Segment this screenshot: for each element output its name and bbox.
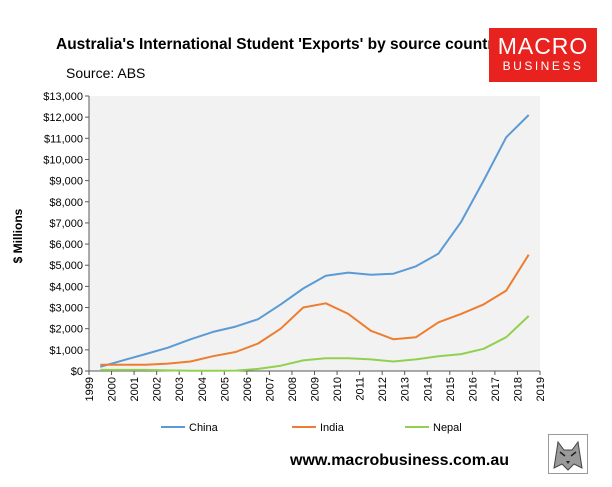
x-tick-label: 2013	[400, 377, 412, 401]
x-tick-label: 2001	[129, 377, 141, 401]
series-line-nepal	[100, 315, 530, 372]
logo-line-2: BUSINESS	[502, 59, 584, 73]
x-tick-label: 2003	[174, 377, 186, 401]
x-tick-label: 2019	[535, 377, 547, 401]
y-tick-label: $7,000	[49, 218, 83, 230]
y-tick-label: $11,000	[44, 133, 83, 145]
legend-label-china: China	[189, 422, 219, 434]
x-tick-label: 2005	[219, 377, 231, 401]
y-tick-label: $3,000	[49, 303, 83, 315]
x-tick-label: 2011	[355, 377, 367, 401]
x-tick-label: 2007	[264, 377, 276, 401]
wolf-logo-icon	[548, 434, 588, 474]
x-tick-label: 2004	[197, 377, 209, 401]
series-line-india	[100, 254, 530, 366]
x-tick-label: 2000	[107, 377, 119, 401]
plot-area	[89, 96, 540, 371]
y-tick-label: $9,000	[49, 176, 83, 188]
y-tick-label: $10,000	[43, 154, 83, 166]
source-label: Source: ABS	[66, 65, 146, 81]
x-tick-label: 2006	[242, 377, 254, 401]
x-tick-label: 2009	[310, 377, 322, 401]
x-tick-label: 1999	[84, 377, 96, 401]
series-lines	[100, 114, 530, 372]
x-tick-label: 2012	[377, 377, 389, 401]
x-tick-label: 2014	[422, 377, 434, 401]
y-tick-label: $8,000	[49, 197, 83, 209]
y-tick-label: $1,000	[49, 345, 83, 357]
x-tick-label: 2015	[445, 377, 457, 401]
macrobusiness-logo: MACRO BUSINESS	[489, 28, 597, 82]
x-axis: 1999 2000 2001 2002 2003 2004 2005 2006 2007 2008…	[84, 370, 547, 401]
x-tick-label: 2018	[512, 377, 524, 401]
y-tick-label: $6,000	[49, 239, 83, 251]
x-tick-label: 2002	[152, 377, 164, 401]
series-line-china	[100, 114, 530, 368]
y-tick-label: $2,000	[49, 324, 83, 336]
chart-title: Australia's International Student 'Expor…	[56, 36, 503, 53]
x-tick-label: 2008	[287, 377, 299, 401]
y-axis: $0 $1,000 $2,000 $3,000 $4,000 $5,000 $6,000 $7…	[43, 91, 90, 378]
y-tick-label: $12,000	[43, 112, 83, 124]
legend-label-nepal: Nepal	[433, 422, 462, 434]
x-tick-label: 2017	[490, 377, 502, 401]
y-tick-label: $0	[71, 366, 83, 378]
y-tick-label: $5,000	[49, 260, 83, 272]
logo-line-1: MACRO	[497, 33, 589, 59]
y-axis-label: $ Millions	[11, 208, 25, 263]
legend: China India Nepal	[161, 422, 462, 434]
x-tick-label: 2016	[467, 377, 479, 401]
y-tick-label: $13,000	[43, 91, 83, 103]
legend-label-india: India	[320, 422, 345, 434]
website-url: www.macrobusiness.com.au	[290, 452, 510, 469]
y-tick-label: $4,000	[49, 281, 83, 293]
x-tick-label: 2010	[332, 377, 344, 401]
